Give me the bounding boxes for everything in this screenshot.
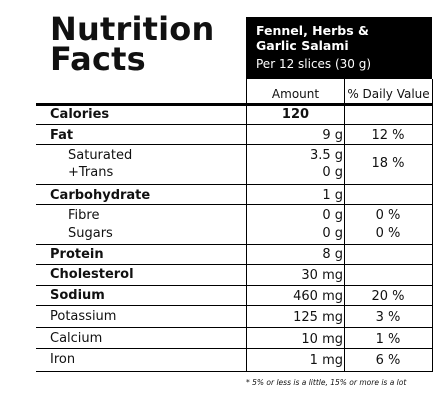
rule — [36, 285, 433, 286]
column-divider — [344, 79, 345, 372]
calories-amount: 120 — [281, 107, 310, 122]
cholesterol-amount: 30 mg — [301, 268, 343, 283]
rule-top — [36, 103, 433, 106]
calories-label: Calories — [50, 107, 110, 122]
rule — [36, 204, 433, 205]
potassium-label: Potassium — [50, 309, 117, 324]
saturated-label: Saturated — [68, 148, 133, 163]
sodium-dv: 20 % — [371, 289, 405, 304]
sugars-amount: 0 g — [322, 226, 343, 241]
iron-amount: 1 mg — [309, 353, 343, 368]
serving-size: Per 12 slices (30 g) — [256, 57, 372, 71]
rule — [36, 348, 433, 349]
amount-column-header: Amount — [271, 87, 320, 101]
rule — [36, 305, 433, 306]
table-left-border — [246, 79, 247, 372]
saturated-amount: 3.5 g — [309, 148, 343, 163]
fat-label: Fat — [50, 128, 74, 143]
rule — [36, 124, 433, 125]
potassium-amount: 125 mg — [293, 310, 343, 325]
trans-label: +Trans — [68, 165, 114, 180]
rule — [36, 144, 433, 145]
rule — [36, 264, 433, 265]
fat-dv: 12 % — [371, 128, 405, 143]
product-name: Fennel, Herbs & Garlic Salami — [256, 23, 369, 53]
fibre-dv: 0 % — [375, 208, 401, 223]
fat-amount: 9 g — [322, 128, 343, 143]
table-right-border — [432, 79, 433, 372]
title-text: Nutrition Facts — [50, 10, 215, 78]
sugars-label: Sugars — [68, 226, 113, 241]
fibre-amount: 0 g — [322, 208, 343, 223]
sodium-amount: 460 mg — [293, 289, 343, 304]
rule — [36, 184, 433, 185]
saturated-trans-dv: 18 % — [371, 156, 405, 171]
potassium-dv: 3 % — [375, 310, 401, 325]
calcium-amount: 10 mg — [301, 332, 343, 347]
trans-amount: 0 g — [322, 165, 343, 180]
daily-value-column-header: % Daily Value — [347, 87, 430, 101]
rule-bottom — [36, 371, 433, 372]
nutrition-facts-title: Nutrition Facts — [50, 10, 215, 78]
fibre-label: Fibre — [68, 208, 100, 223]
product-header: Fennel, Herbs & Garlic Salami Per 12 sli… — [246, 17, 432, 79]
rule — [36, 244, 433, 245]
cholesterol-label: Cholesterol — [50, 267, 134, 282]
sugars-dv: 0 % — [375, 226, 401, 241]
rule — [36, 327, 433, 328]
sodium-label: Sodium — [50, 288, 105, 303]
carbohydrate-label: Carbohydrate — [50, 188, 151, 203]
calcium-label: Calcium — [50, 331, 103, 346]
iron-dv: 6 % — [375, 353, 401, 368]
calcium-dv: 1 % — [375, 332, 401, 347]
protein-label: Protein — [50, 247, 104, 262]
carbohydrate-amount: 1 g — [322, 188, 343, 203]
iron-label: Iron — [50, 352, 76, 367]
footnote: * 5% or less is a little, 15% or more is… — [246, 378, 407, 387]
protein-amount: 8 g — [322, 247, 343, 262]
